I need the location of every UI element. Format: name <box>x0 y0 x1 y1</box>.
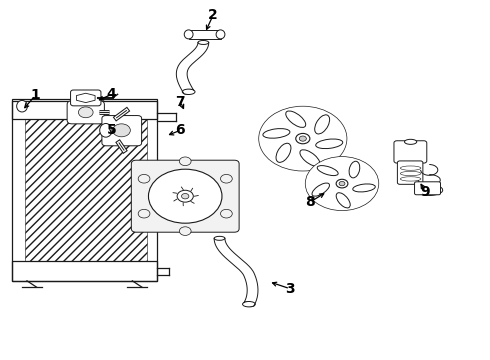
Ellipse shape <box>182 89 195 94</box>
Ellipse shape <box>317 166 338 176</box>
FancyBboxPatch shape <box>415 182 441 195</box>
Circle shape <box>220 210 232 218</box>
Ellipse shape <box>286 111 306 127</box>
FancyBboxPatch shape <box>397 161 423 184</box>
Ellipse shape <box>353 184 375 192</box>
Circle shape <box>181 194 189 199</box>
Ellipse shape <box>243 302 255 307</box>
Text: 1: 1 <box>30 89 40 102</box>
Circle shape <box>299 136 306 141</box>
FancyBboxPatch shape <box>71 90 101 106</box>
Ellipse shape <box>276 143 291 162</box>
Ellipse shape <box>184 30 193 39</box>
Circle shape <box>339 181 345 186</box>
Ellipse shape <box>349 161 360 178</box>
Ellipse shape <box>244 302 254 307</box>
Ellipse shape <box>300 150 320 166</box>
Circle shape <box>179 227 191 235</box>
Text: 7: 7 <box>175 95 185 108</box>
Ellipse shape <box>216 30 225 39</box>
Ellipse shape <box>336 193 350 208</box>
Ellipse shape <box>312 183 329 196</box>
FancyBboxPatch shape <box>67 101 104 124</box>
FancyBboxPatch shape <box>394 141 427 163</box>
Circle shape <box>336 179 348 188</box>
Bar <box>12 99 157 119</box>
Ellipse shape <box>100 123 112 137</box>
Bar <box>189 30 220 39</box>
Ellipse shape <box>404 139 416 144</box>
Circle shape <box>148 169 222 223</box>
Circle shape <box>138 174 150 183</box>
Ellipse shape <box>315 115 330 134</box>
Circle shape <box>296 134 310 144</box>
Bar <box>12 261 157 281</box>
Bar <box>24 119 147 261</box>
Circle shape <box>177 190 193 202</box>
Bar <box>12 101 157 281</box>
FancyBboxPatch shape <box>102 116 142 146</box>
Ellipse shape <box>17 100 27 112</box>
FancyBboxPatch shape <box>131 160 239 232</box>
Polygon shape <box>76 93 95 103</box>
Ellipse shape <box>184 89 194 94</box>
Text: 4: 4 <box>107 87 117 101</box>
Ellipse shape <box>316 139 343 149</box>
Text: 5: 5 <box>107 123 117 137</box>
Circle shape <box>305 157 379 211</box>
Circle shape <box>113 124 130 137</box>
Ellipse shape <box>214 236 225 240</box>
Ellipse shape <box>263 129 290 138</box>
Circle shape <box>259 106 347 171</box>
Ellipse shape <box>198 40 209 45</box>
Circle shape <box>220 174 232 183</box>
Ellipse shape <box>78 107 93 118</box>
Text: 3: 3 <box>285 282 295 296</box>
Text: 2: 2 <box>208 8 218 22</box>
Circle shape <box>138 210 150 218</box>
Circle shape <box>179 157 191 166</box>
Text: 9: 9 <box>420 185 430 198</box>
Text: 6: 6 <box>175 123 185 137</box>
Text: 8: 8 <box>305 195 315 209</box>
